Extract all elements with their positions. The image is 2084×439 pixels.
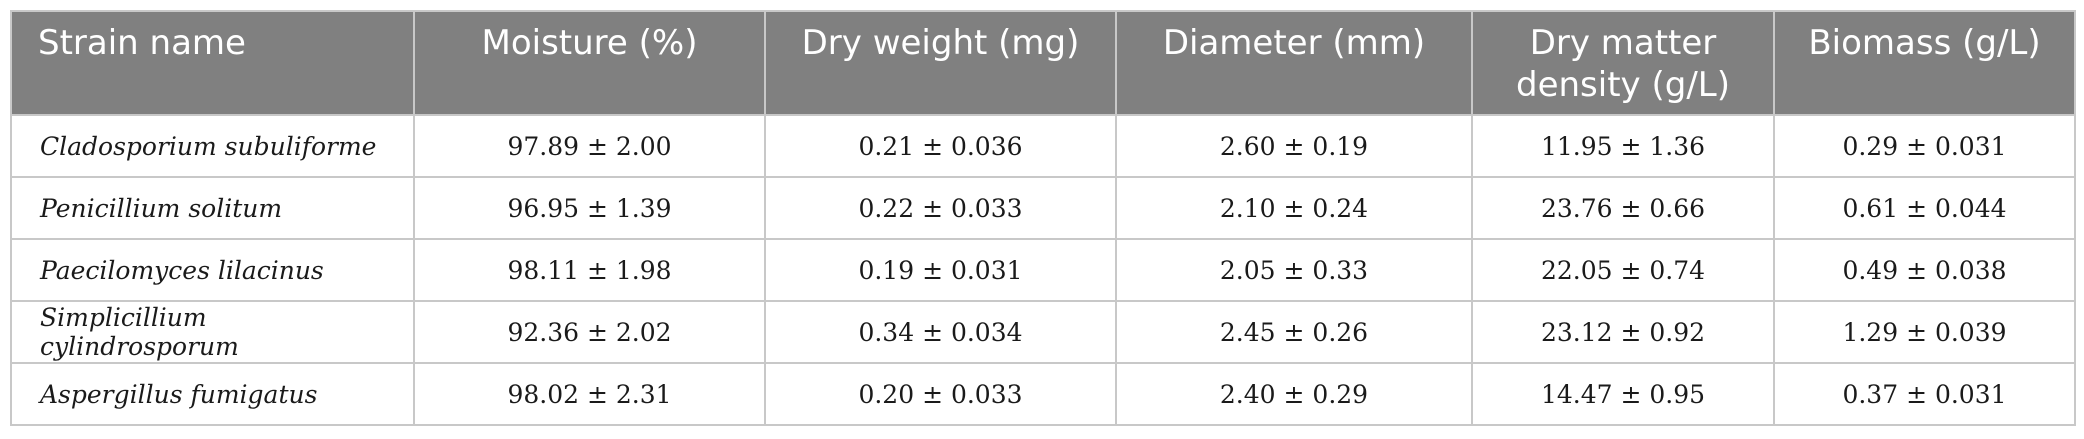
- cell-moisture: 97.89 ± 2.00: [413, 114, 766, 178]
- cell-dry-weight: 0.20 ± 0.033: [764, 362, 1117, 426]
- cell-moisture: 98.11 ± 1.98: [413, 238, 766, 302]
- cell-biomass: 0.29 ± 0.031: [1773, 114, 2076, 178]
- cell-dry-weight: 0.22 ± 0.033: [764, 176, 1117, 240]
- cell-dry-weight: 0.21 ± 0.036: [764, 114, 1117, 178]
- table-row: Aspergillus fumigatus 98.02 ± 2.31 0.20 …: [10, 362, 2076, 426]
- table-row: Penicillium solitum 96.95 ± 1.39 0.22 ± …: [10, 176, 2076, 240]
- cell-moisture: 92.36 ± 2.02: [413, 300, 766, 364]
- cell-strain-name: Penicillium solitum: [10, 176, 415, 240]
- cell-strain-name: Cladosporium subuliforme: [10, 114, 415, 178]
- cell-strain-name: Paecilomyces lilacinus: [10, 238, 415, 302]
- data-table-container: Strain name Moisture (%) Dry weight (mg)…: [10, 10, 2076, 426]
- cell-dry-weight: 0.19 ± 0.031: [764, 238, 1117, 302]
- table-row: Paecilomyces lilacinus 98.11 ± 1.98 0.19…: [10, 238, 2076, 302]
- header-dry-weight: Dry weight (mg): [764, 10, 1117, 116]
- cell-dry-matter-density: 23.76 ± 0.66: [1471, 176, 1775, 240]
- cell-diameter: 2.40 ± 0.29: [1115, 362, 1473, 426]
- cell-diameter: 2.10 ± 0.24: [1115, 176, 1473, 240]
- table-body: Cladosporium subuliforme 97.89 ± 2.00 0.…: [10, 114, 2076, 426]
- header-strain-name: Strain name: [10, 10, 415, 116]
- cell-strain-name: Aspergillus fumigatus: [10, 362, 415, 426]
- header-moisture: Moisture (%): [413, 10, 766, 116]
- cell-moisture: 96.95 ± 1.39: [413, 176, 766, 240]
- cell-moisture: 98.02 ± 2.31: [413, 362, 766, 426]
- cell-diameter: 2.60 ± 0.19: [1115, 114, 1473, 178]
- cell-strain-name: Simplicillium cylindrosporum: [10, 300, 415, 364]
- cell-biomass: 0.49 ± 0.038: [1773, 238, 2076, 302]
- header-dry-matter-density: Dry matter density (g/L): [1471, 10, 1775, 116]
- cell-biomass: 1.29 ± 0.039: [1773, 300, 2076, 364]
- cell-dry-matter-density: 23.12 ± 0.92: [1471, 300, 1775, 364]
- cell-dry-matter-density: 22.05 ± 0.74: [1471, 238, 1775, 302]
- cell-diameter: 2.05 ± 0.33: [1115, 238, 1473, 302]
- header-biomass: Biomass (g/L): [1773, 10, 2076, 116]
- cell-biomass: 0.61 ± 0.044: [1773, 176, 2076, 240]
- cell-dry-weight: 0.34 ± 0.034: [764, 300, 1117, 364]
- strain-data-table: Strain name Moisture (%) Dry weight (mg)…: [10, 10, 2076, 426]
- cell-dry-matter-density: 14.47 ± 0.95: [1471, 362, 1775, 426]
- header-row: Strain name Moisture (%) Dry weight (mg)…: [10, 10, 2076, 116]
- table-row: Simplicillium cylindrosporum 92.36 ± 2.0…: [10, 300, 2076, 364]
- cell-dry-matter-density: 11.95 ± 1.36: [1471, 114, 1775, 178]
- cell-biomass: 0.37 ± 0.031: [1773, 362, 2076, 426]
- table-row: Cladosporium subuliforme 97.89 ± 2.00 0.…: [10, 114, 2076, 178]
- header-diameter: Diameter (mm): [1115, 10, 1473, 116]
- table-header: Strain name Moisture (%) Dry weight (mg)…: [10, 10, 2076, 116]
- cell-diameter: 2.45 ± 0.26: [1115, 300, 1473, 364]
